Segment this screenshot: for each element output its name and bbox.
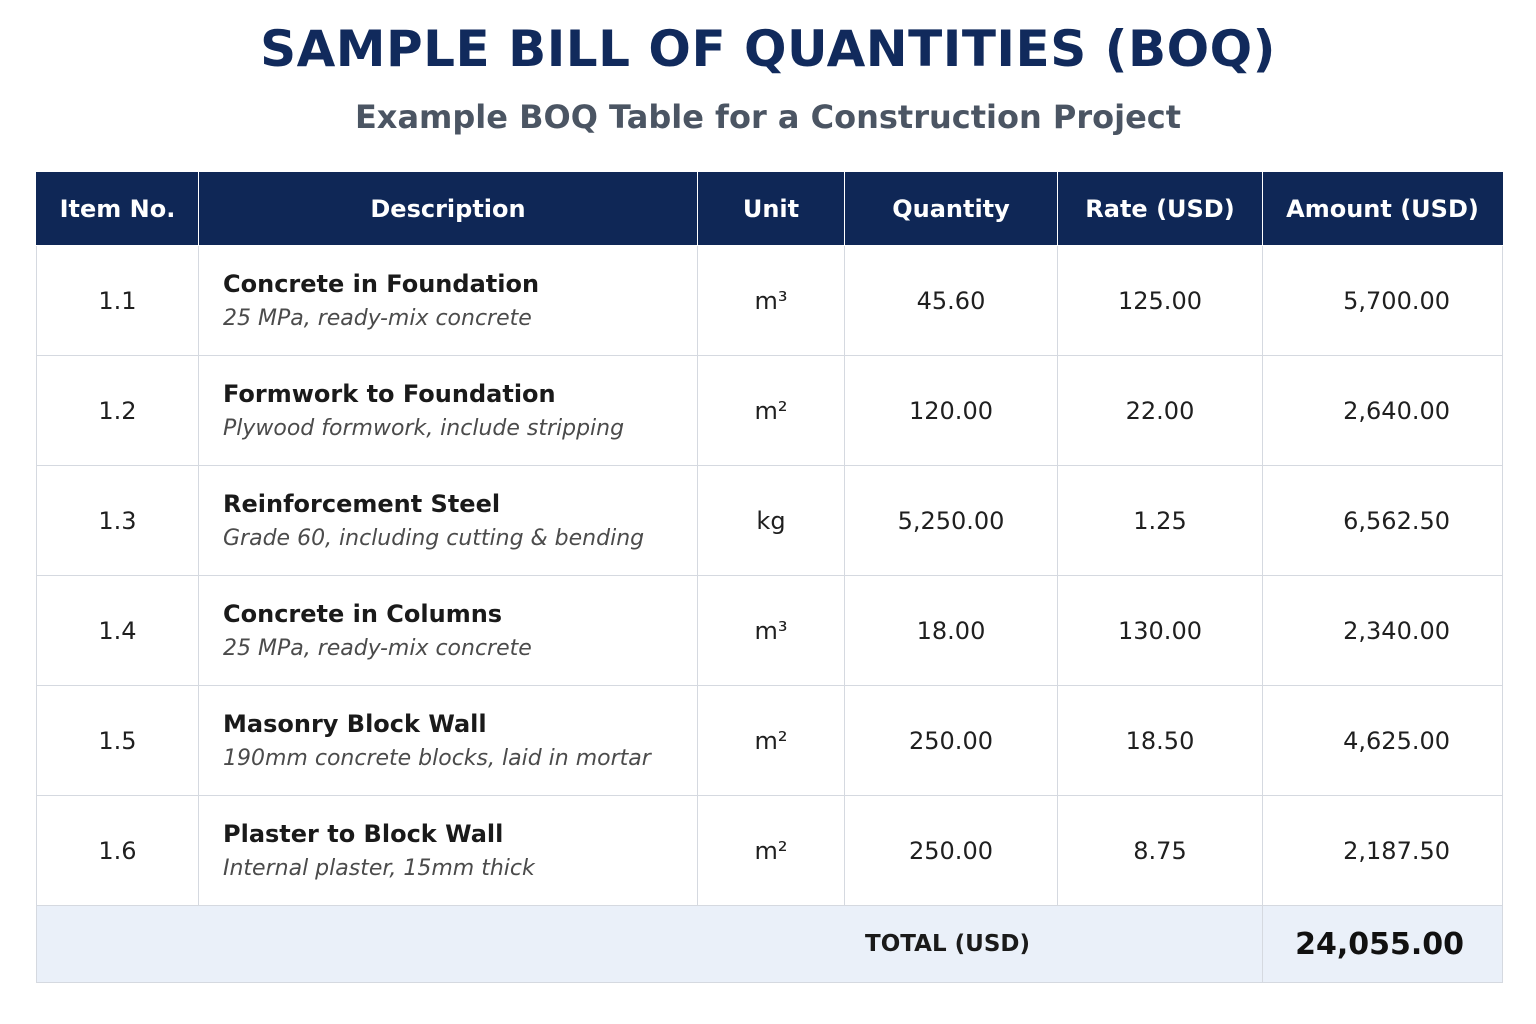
description-title: Concrete in Foundation [223, 270, 540, 298]
description-cell: Plaster to Block Wall Internal plaster, … [198, 795, 698, 906]
description-title: Reinforcement Steel [223, 490, 501, 518]
item-no-cell: 1.3 [36, 465, 199, 576]
page-subtitle: Example BOQ Table for a Construction Pro… [354, 98, 1182, 136]
quantity-cell: 250.00 [844, 795, 1058, 906]
item-no-cell: 1.4 [36, 575, 199, 686]
column-header-item-no: Item No. [36, 172, 199, 246]
column-header-amount: Amount (USD) [1262, 172, 1503, 246]
amount-cell: 6,562.50 [1262, 465, 1503, 576]
item-no-cell: 1.2 [36, 355, 199, 466]
description-detail: 25 MPa, ready-mix concrete [223, 636, 532, 661]
quantity-cell: 18.00 [844, 575, 1058, 686]
table-row: 1.3 Reinforcement Steel Grade 60, includ… [36, 465, 1503, 576]
unit-cell: m³ [697, 245, 845, 356]
rate-cell: 22.00 [1057, 355, 1263, 466]
item-no-cell: 1.1 [36, 245, 199, 356]
table-row: 1.1 Concrete in Foundation 25 MPa, ready… [36, 245, 1503, 356]
total-value: 24,055.00 [1262, 905, 1503, 983]
amount-cell: 2,187.50 [1262, 795, 1503, 906]
description-cell: Reinforcement Steel Grade 60, including … [198, 465, 698, 576]
description-title: Plaster to Block Wall [223, 820, 504, 848]
column-header-rate: Rate (USD) [1057, 172, 1263, 246]
item-no-cell: 1.6 [36, 795, 199, 906]
description-title: Concrete in Columns [223, 600, 503, 628]
amount-cell: 4,625.00 [1262, 685, 1503, 796]
description-cell: Concrete in Columns 25 MPa, ready-mix co… [198, 575, 698, 686]
rate-cell: 1.25 [1057, 465, 1263, 576]
table-row: 1.6 Plaster to Block Wall Internal plast… [36, 795, 1503, 906]
rate-cell: 8.75 [1057, 795, 1263, 906]
unit-cell: m² [697, 355, 845, 466]
table-row: 1.2 Formwork to Foundation Plywood formw… [36, 355, 1503, 466]
table-row: 1.4 Concrete in Columns 25 MPa, ready-mi… [36, 575, 1503, 686]
total-row: TOTAL (USD) 24,055.00 [36, 905, 1503, 983]
boq-table: Item No. Description Unit Quantity Rate … [36, 172, 1503, 983]
amount-cell: 5,700.00 [1262, 245, 1503, 356]
description-title: Masonry Block Wall [223, 710, 487, 738]
description-detail: Internal plaster, 15mm thick [223, 856, 535, 881]
column-header-unit: Unit [697, 172, 845, 246]
description-cell: Masonry Block Wall 190mm concrete blocks… [198, 685, 698, 796]
description-detail: 190mm concrete blocks, laid in mortar [223, 746, 651, 771]
unit-cell: kg [697, 465, 845, 576]
page-title: SAMPLE BILL OF QUANTITIES (BOQ) [260, 20, 1276, 78]
quantity-cell: 120.00 [844, 355, 1058, 466]
rate-cell: 130.00 [1057, 575, 1263, 686]
description-title: Formwork to Foundation [223, 380, 556, 408]
description-cell: Concrete in Foundation 25 MPa, ready-mix… [198, 245, 698, 356]
total-label: TOTAL (USD) [36, 905, 1263, 983]
unit-cell: m² [697, 685, 845, 796]
quantity-cell: 5,250.00 [844, 465, 1058, 576]
unit-cell: m² [697, 795, 845, 906]
quantity-cell: 250.00 [844, 685, 1058, 796]
description-detail: Grade 60, including cutting & bending [223, 526, 645, 551]
description-detail: 25 MPa, ready-mix concrete [223, 306, 532, 331]
description-cell: Formwork to Foundation Plywood formwork,… [198, 355, 698, 466]
unit-cell: m³ [697, 575, 845, 686]
item-no-cell: 1.5 [36, 685, 199, 796]
column-header-description: Description [198, 172, 698, 246]
amount-cell: 2,640.00 [1262, 355, 1503, 466]
table-row: 1.5 Masonry Block Wall 190mm concrete bl… [36, 685, 1503, 796]
table-header-row: Item No. Description Unit Quantity Rate … [36, 172, 1503, 246]
description-detail: Plywood formwork, include stripping [223, 416, 625, 441]
rate-cell: 125.00 [1057, 245, 1263, 356]
quantity-cell: 45.60 [844, 245, 1058, 356]
column-header-quantity: Quantity [844, 172, 1058, 246]
amount-cell: 2,340.00 [1262, 575, 1503, 686]
rate-cell: 18.50 [1057, 685, 1263, 796]
